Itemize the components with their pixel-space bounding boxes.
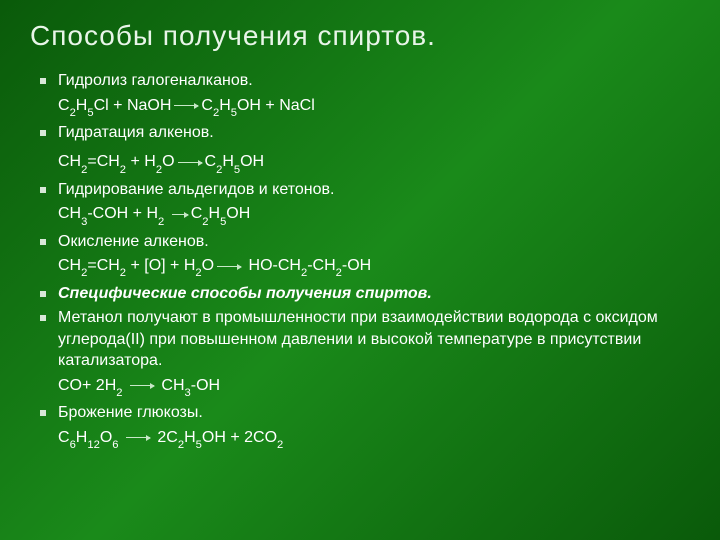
- bullet-icon: [40, 410, 46, 416]
- slide-title: Способы получения спиртов.: [30, 20, 690, 52]
- item-text: Брожение глюкозы.: [58, 402, 690, 424]
- bullet-icon: [40, 130, 46, 136]
- arrow-icon: [130, 385, 154, 386]
- bullet-icon: [40, 315, 46, 321]
- item-text: Гидролиз галогеналканов.: [58, 70, 690, 92]
- item-text: Окисление алкенов.: [58, 231, 690, 253]
- formula-line: CO+ 2H2 CH3-OH: [40, 375, 690, 399]
- formula-line: CH3-COH + H2 C2H5OH: [40, 203, 690, 227]
- bullet-icon: [40, 239, 46, 245]
- list-item: Гидрирование альдегидов и кетонов.: [40, 179, 690, 201]
- list-item: Брожение глюкозы.: [40, 402, 690, 424]
- list-item: Гидролиз галогеналканов.: [40, 70, 690, 92]
- formula-line: CH2=CH2 + [O] + H2O HO-CH2-CH2-OH: [40, 255, 690, 279]
- item-text: Специфические способы получения спиртов.: [58, 283, 690, 305]
- content-area: Гидролиз галогеналканов. C2H5Cl + NaOHC2…: [30, 70, 690, 451]
- arrow-icon: [174, 105, 198, 106]
- formula-line: C2H5Cl + NaOHC2H5OH + NaCl: [40, 95, 690, 119]
- item-text: Гидратация алкенов.: [58, 122, 690, 144]
- bullet-icon: [40, 187, 46, 193]
- arrow-icon: [126, 437, 150, 438]
- formula-line: CH2=CH2 + H2OC2H5OH: [40, 151, 690, 175]
- list-item: Метанол получают в промышленности при вз…: [40, 307, 690, 372]
- bullet-icon: [40, 78, 46, 84]
- list-item: Гидратация алкенов.: [40, 122, 690, 144]
- formula-line: C6H12O6 2C2H5OH + 2CO2: [40, 427, 690, 451]
- list-item: Специфические способы получения спиртов.: [40, 283, 690, 305]
- item-text: Гидрирование альдегидов и кетонов.: [58, 179, 690, 201]
- bullet-icon: [40, 291, 46, 297]
- list-item: Окисление алкенов.: [40, 231, 690, 253]
- arrow-icon: [172, 214, 188, 215]
- item-text: Метанол получают в промышленности при вз…: [58, 307, 690, 372]
- arrow-icon: [178, 162, 202, 163]
- arrow-icon: [217, 266, 241, 267]
